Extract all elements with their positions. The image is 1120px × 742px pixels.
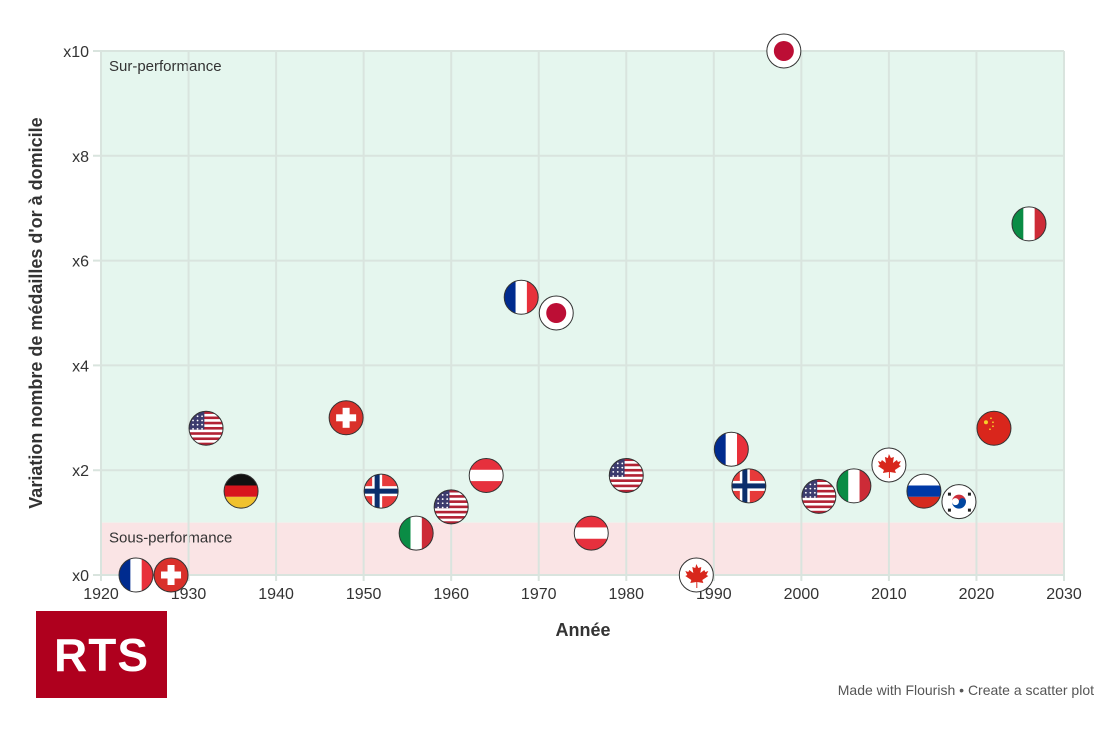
x-tick-label: 2000 [784, 586, 820, 603]
x-tick-label: 2030 [1046, 586, 1082, 603]
data-point-italy-1956[interactable] [398, 515, 434, 551]
data-point-norway-1994[interactable] [731, 468, 767, 504]
x-tick-label: 1990 [696, 586, 732, 603]
x-tick-label: 1940 [258, 586, 294, 603]
data-point-canada-1988[interactable] [678, 557, 714, 593]
rts-logo-text: RTS [54, 628, 149, 681]
data-point-france-1992[interactable] [713, 431, 749, 467]
y-tick-label: x6 [72, 254, 89, 271]
data-point-usa-1960[interactable] [433, 489, 469, 525]
data-point-italy-2026[interactable] [1011, 206, 1047, 242]
zone-label: Sous-performance [109, 530, 232, 547]
x-tick-label: 1920 [83, 586, 119, 603]
data-point-canada-2010[interactable] [871, 447, 907, 483]
x-tick-label: 1950 [346, 586, 382, 603]
data-point-japan-1972[interactable] [538, 295, 574, 331]
zone-sur-performance [101, 51, 1064, 523]
x-axis-title: Année [555, 620, 610, 640]
footer-separator: • [959, 682, 965, 698]
x-tick-label: 1970 [521, 586, 557, 603]
x-tick-label: 1930 [171, 586, 207, 603]
create-scatter-plot-link[interactable]: Create a scatter plot [967, 682, 1094, 698]
data-point-france-1924[interactable] [118, 557, 154, 593]
data-point-italy-2006[interactable] [836, 468, 872, 504]
y-axis-ticks: x0 x2 x4 x6 x8 x10 [63, 44, 89, 585]
data-point-russia-2014[interactable] [906, 473, 942, 509]
data-point-france-1968[interactable] [503, 279, 539, 315]
y-tick-label: x10 [63, 44, 89, 61]
performance-zones: Sur-performance Sous-performance [101, 51, 1064, 575]
footer: Made with Flourish • Create a scatter pl… [838, 682, 1094, 698]
data-point-south-korea-2018[interactable] [941, 484, 977, 520]
data-point-usa-2002[interactable] [801, 478, 837, 514]
data-point-norway-1952[interactable] [363, 473, 399, 509]
rts-logo: RTS [36, 611, 167, 698]
data-point-germany-1936[interactable] [223, 473, 259, 509]
data-point-austria-1976[interactable] [573, 515, 609, 551]
x-tick-label: 1960 [433, 586, 469, 603]
data-point-switzerland-1948[interactable] [328, 400, 364, 436]
y-tick-label: x8 [72, 149, 89, 166]
made-with-flourish-link[interactable]: Made with Flourish [837, 682, 956, 698]
grid-lines [93, 50, 1065, 581]
data-point-austria-1964[interactable] [468, 457, 504, 493]
y-tick-label: x4 [72, 358, 89, 375]
data-point-usa-1980[interactable] [608, 457, 644, 493]
y-axis-title: Variation nombre de médailles d'or à dom… [26, 117, 46, 508]
data-point-switzerland-1928[interactable] [153, 557, 189, 593]
x-axis-ticks: 1920 1930 1940 1950 1960 1970 1980 1990 2000 2010… [83, 586, 1082, 603]
y-tick-label: x2 [72, 463, 89, 480]
x-tick-label: 2020 [959, 586, 995, 603]
y-tick-label: x0 [72, 568, 89, 585]
data-points [118, 33, 1047, 593]
data-point-japan-1998[interactable] [766, 33, 802, 69]
x-tick-label: 1980 [608, 586, 644, 603]
zone-label: Sur-performance [109, 58, 222, 75]
data-point-china-2022[interactable] [976, 410, 1012, 446]
x-tick-label: 2010 [871, 586, 907, 603]
data-point-usa-1932[interactable] [188, 410, 224, 446]
